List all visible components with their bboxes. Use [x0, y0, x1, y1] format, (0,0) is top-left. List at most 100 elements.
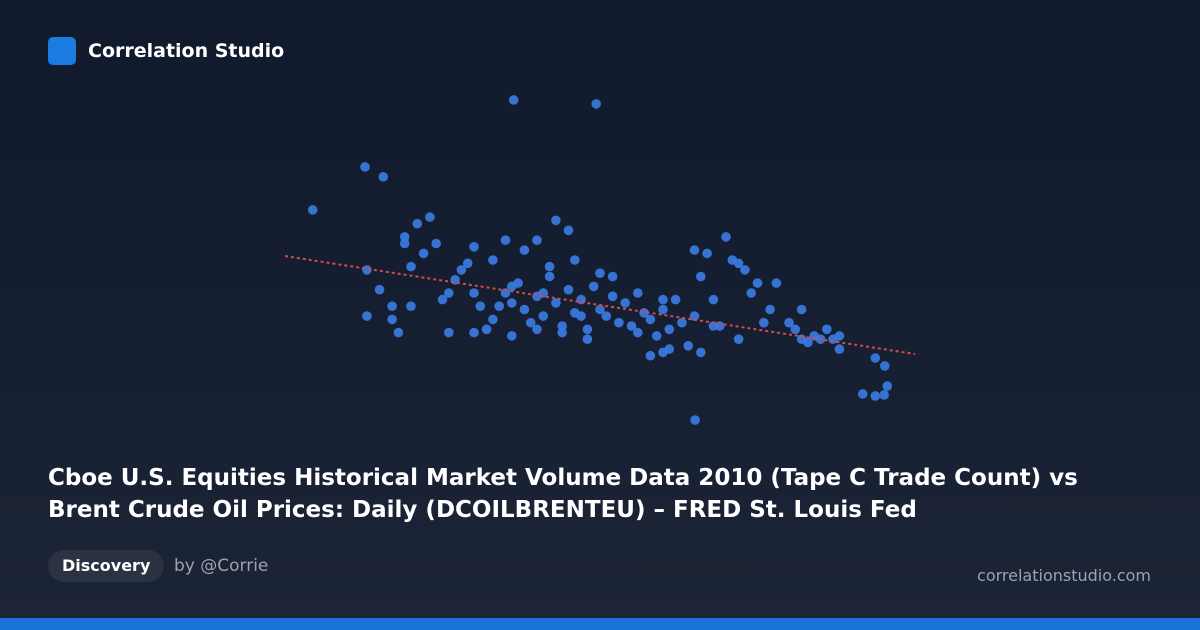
point — [444, 288, 454, 298]
point — [456, 265, 467, 275]
chart-title: Cboe U.S. Equities Historical Market Vol… — [48, 465, 1078, 523]
point — [607, 271, 618, 282]
point — [595, 268, 605, 279]
point — [702, 248, 712, 259]
point — [412, 218, 423, 229]
point — [651, 331, 662, 341]
point — [595, 304, 605, 315]
point — [519, 304, 530, 315]
point — [771, 278, 782, 288]
point — [740, 265, 750, 275]
point — [879, 390, 889, 400]
point — [601, 311, 612, 321]
point — [696, 271, 706, 282]
point — [557, 321, 567, 331]
point — [639, 308, 649, 318]
point — [870, 391, 881, 401]
author[interactable]: by @Corrie — [174, 556, 269, 576]
point — [664, 324, 675, 335]
point — [507, 281, 517, 292]
point — [784, 317, 794, 328]
point — [620, 298, 630, 308]
point — [576, 294, 586, 305]
point — [879, 361, 890, 371]
point — [626, 321, 637, 331]
point — [551, 298, 561, 308]
point — [822, 324, 832, 335]
point — [399, 232, 410, 242]
point — [570, 255, 580, 265]
point — [378, 172, 389, 182]
point — [746, 288, 756, 298]
point — [563, 225, 574, 236]
point — [857, 389, 868, 399]
point — [708, 294, 719, 305]
point — [519, 245, 530, 255]
point — [765, 304, 775, 315]
point — [538, 311, 549, 321]
point — [834, 331, 845, 341]
point — [759, 317, 769, 328]
point — [658, 304, 668, 315]
point — [437, 294, 448, 305]
point — [633, 327, 643, 338]
point — [469, 327, 479, 338]
point — [488, 314, 498, 325]
point — [834, 344, 845, 354]
point — [544, 271, 555, 282]
point — [532, 324, 542, 335]
point — [645, 350, 656, 361]
point — [475, 301, 486, 312]
point — [406, 301, 416, 312]
point — [557, 327, 567, 338]
point — [796, 304, 807, 315]
point — [508, 95, 519, 105]
point — [658, 347, 668, 358]
point — [406, 261, 416, 272]
point — [633, 288, 643, 298]
point — [374, 284, 385, 295]
point — [588, 281, 599, 292]
point — [733, 334, 744, 345]
point — [721, 232, 731, 242]
point — [803, 337, 813, 348]
brand: Correlation Studio — [88, 40, 285, 62]
tag[interactable]: Discovery — [48, 550, 165, 582]
point — [444, 327, 454, 338]
point — [614, 317, 624, 328]
point — [576, 311, 586, 321]
point — [591, 99, 602, 109]
point — [418, 248, 429, 259]
point — [481, 324, 492, 335]
point — [307, 205, 318, 215]
point — [645, 314, 656, 325]
trend-line — [284, 255, 916, 356]
point — [882, 381, 893, 391]
logo — [48, 37, 76, 65]
point — [690, 415, 700, 425]
point — [525, 317, 536, 328]
point — [752, 278, 763, 288]
point — [870, 353, 881, 363]
point — [469, 242, 479, 252]
scatter-plot — [284, 95, 916, 425]
point — [494, 301, 505, 312]
point — [733, 258, 744, 269]
point — [507, 331, 517, 341]
point — [488, 255, 498, 265]
point — [362, 311, 372, 321]
point — [563, 284, 574, 295]
point — [689, 311, 700, 321]
point — [677, 317, 687, 328]
point — [399, 238, 410, 249]
point — [551, 215, 561, 226]
point — [582, 334, 593, 345]
point — [607, 291, 618, 302]
point — [670, 294, 681, 305]
point — [582, 324, 593, 335]
point — [431, 238, 442, 249]
bottom-bar — [0, 618, 1200, 630]
point — [532, 235, 542, 245]
point — [689, 245, 700, 255]
